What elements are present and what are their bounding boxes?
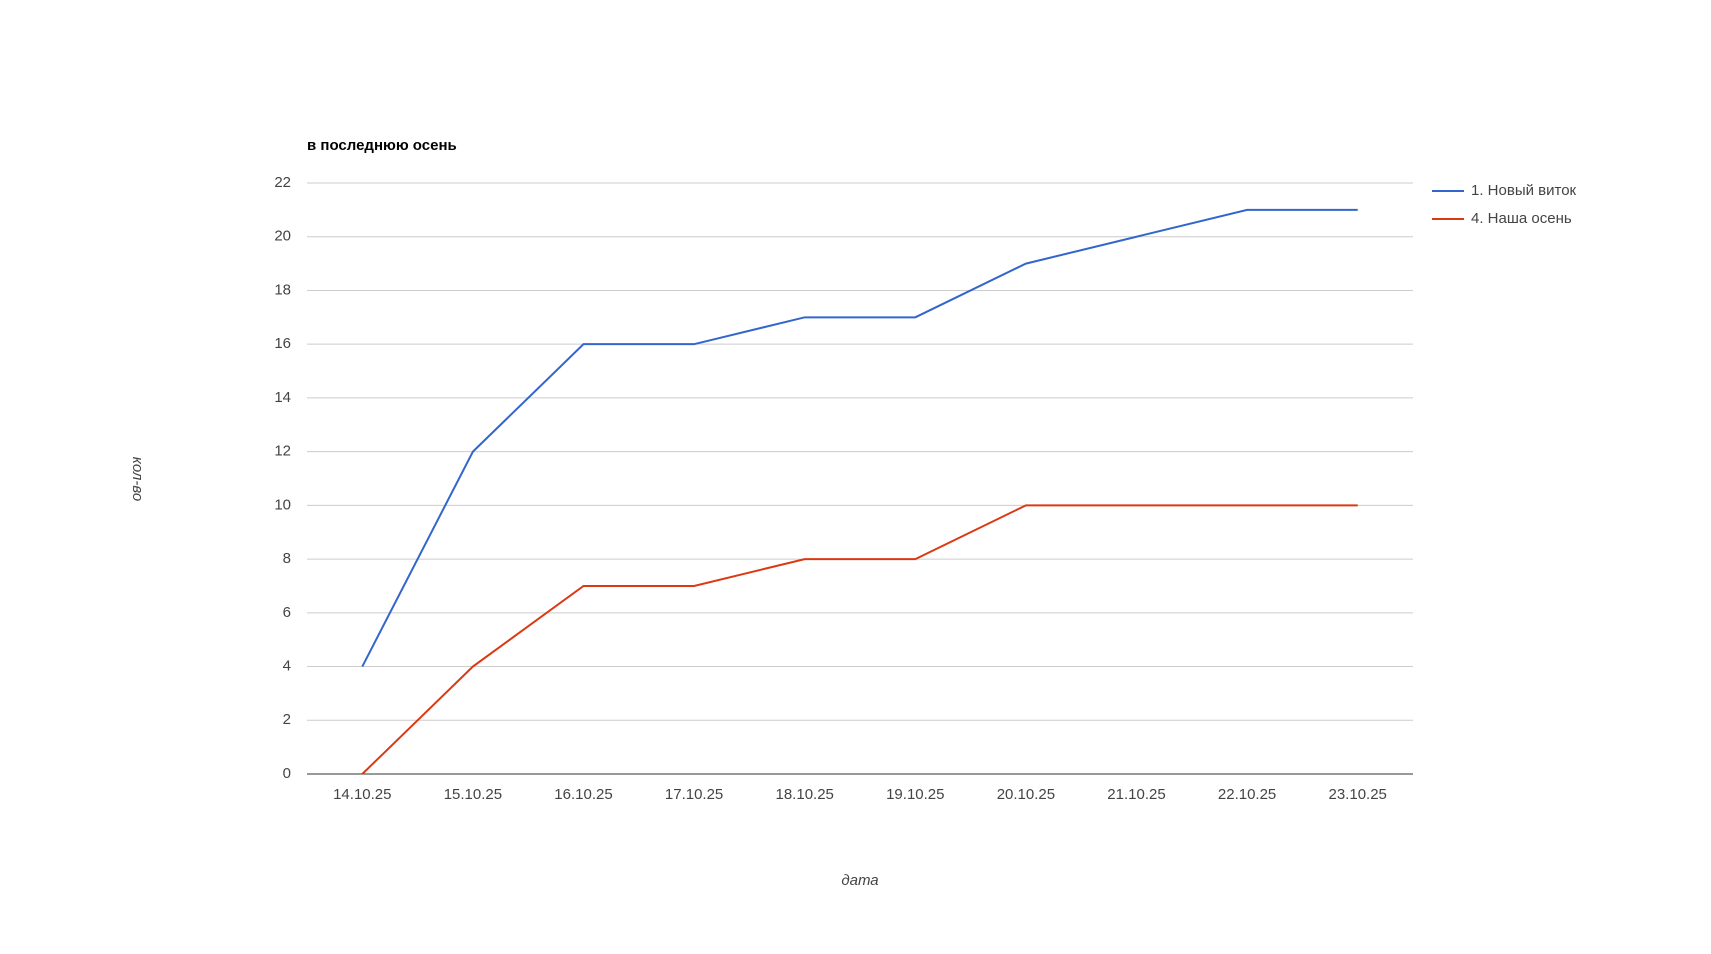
x-tick-label: 18.10.25	[776, 786, 834, 803]
x-tick-label: 22.10.25	[1218, 786, 1276, 803]
legend-label: 1. Новый виток	[1471, 182, 1577, 199]
x-tick-label: 19.10.25	[886, 786, 944, 803]
y-tick-label: 20	[274, 228, 291, 245]
y-tick-label: 16	[274, 335, 291, 352]
chart-title: в последнюю осень	[307, 137, 457, 154]
y-tick-label: 4	[283, 658, 291, 675]
x-tick-label: 14.10.25	[333, 786, 391, 803]
x-tick-label: 15.10.25	[444, 786, 502, 803]
series-line	[361, 504, 1358, 775]
x-tick-label: 16.10.25	[554, 786, 612, 803]
y-tick-label: 18	[274, 281, 291, 298]
y-tick-label: 8	[283, 550, 291, 567]
legend-label: 4. Наша осень	[1471, 210, 1572, 227]
x-tick-label: 20.10.25	[997, 786, 1055, 803]
y-tick-label: 10	[274, 496, 291, 513]
y-tick-label: 2	[283, 711, 291, 728]
y-tick-label: 22	[274, 174, 291, 191]
y-axis-label: кол-во	[129, 457, 146, 501]
x-axis-label: дата	[841, 872, 878, 889]
x-tick-label: 21.10.25	[1107, 786, 1165, 803]
y-tick-label: 6	[283, 604, 291, 621]
y-tick-label: 12	[274, 443, 291, 460]
x-tick-label: 17.10.25	[665, 786, 723, 803]
y-tick-label: 0	[283, 765, 291, 782]
y-tick-label: 14	[274, 389, 291, 406]
x-tick-label: 23.10.25	[1329, 786, 1387, 803]
series-line	[361, 208, 1358, 668]
